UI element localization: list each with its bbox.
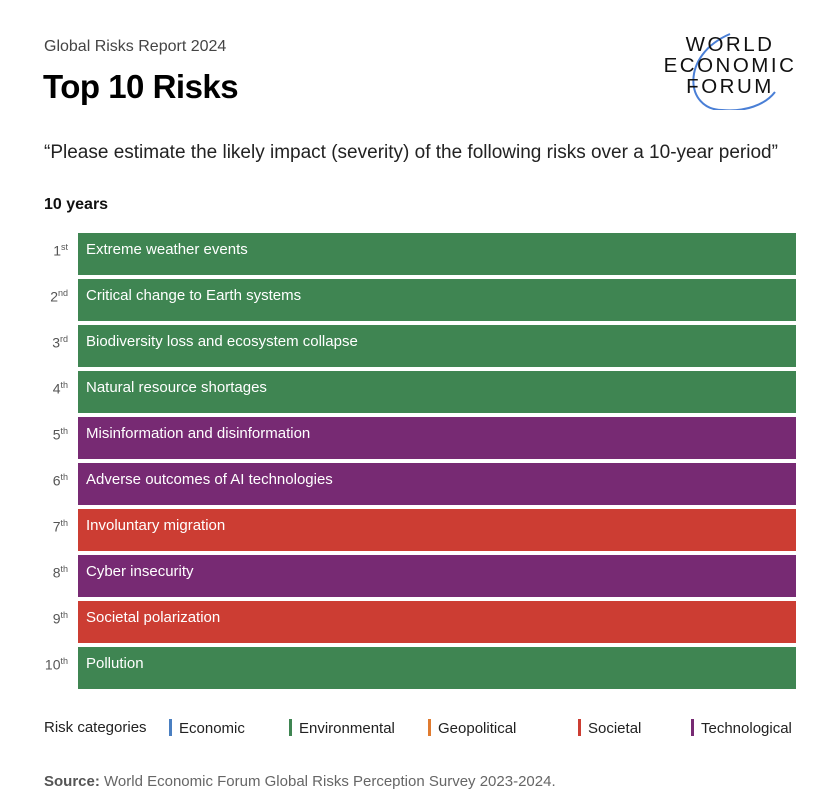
risk-label: Extreme weather events	[86, 241, 248, 258]
legend-label: Environmental	[299, 720, 395, 737]
rank-suffix: th	[60, 656, 68, 666]
risk-bar	[78, 647, 796, 689]
legend-item-technological: Technological	[691, 719, 792, 737]
legend-title: Risk categories	[44, 719, 147, 736]
legend-label: Geopolitical	[438, 720, 517, 737]
risk-row: 10th Pollution	[0, 647, 840, 689]
rank-suffix: th	[60, 472, 68, 482]
risk-label: Misinformation and disinformation	[86, 425, 311, 442]
rank-number: 7	[52, 518, 61, 535]
legend-item-environmental: Environmental	[289, 719, 395, 737]
risk-bar	[78, 279, 796, 321]
risk-label: Natural resource shortages	[86, 379, 267, 396]
rank-suffix: rd	[59, 334, 68, 344]
rank-suffix: th	[60, 518, 68, 528]
wef-logo: WORLD ECONOMIC FORUM	[660, 30, 810, 110]
legend-label: Societal	[588, 720, 642, 737]
rank-suffix: st	[60, 242, 68, 252]
risk-bar	[78, 233, 796, 275]
rank-suffix: th	[60, 380, 68, 390]
supertitle: Global Risks Report 2024	[44, 38, 227, 55]
rank-number: 2	[50, 288, 58, 305]
risk-label: Societal polarization	[86, 609, 221, 626]
legend-swatch	[289, 719, 292, 736]
rank-label: 3rd	[40, 334, 68, 351]
rank-number: 5	[52, 426, 61, 443]
legend-label: Economic	[179, 720, 245, 737]
risk-bar	[78, 509, 796, 551]
rank-number: 9	[52, 610, 61, 627]
rank-suffix: th	[60, 564, 68, 574]
risk-row: 7th Involuntary migration	[0, 509, 840, 551]
rank-label: 1st	[40, 242, 68, 259]
risk-bar	[78, 417, 796, 459]
source-label: Source:	[44, 773, 100, 790]
risk-label: Cyber insecurity	[86, 563, 194, 580]
legend-swatch	[428, 719, 431, 736]
risk-bar	[78, 325, 796, 367]
rank-label: 9th	[40, 610, 68, 627]
risk-bar	[78, 371, 796, 413]
legend-item-societal: Societal	[578, 719, 641, 737]
rank-number: 1	[53, 242, 61, 259]
logo-line-1: WORLD	[685, 33, 775, 56]
risk-row: 1st Extreme weather events	[0, 233, 840, 275]
logo-arc-icon	[692, 33, 776, 110]
risk-label: Adverse outcomes of AI technologies	[86, 471, 333, 488]
risk-row: 3rd Biodiversity loss and ecosystem colla…	[0, 325, 840, 367]
risk-bar	[78, 555, 796, 597]
rank-number: 4	[52, 380, 61, 397]
rank-number: 10	[44, 656, 61, 673]
legend-item-geopolitical: Geopolitical	[428, 719, 516, 737]
risk-row: 8th Cyber insecurity	[0, 555, 840, 597]
rank-label: 5th	[40, 426, 68, 443]
source-note: Source: World Economic Forum Global Risk…	[44, 773, 556, 790]
logo-line-2: ECONOMIC	[663, 54, 797, 77]
risk-bar	[78, 601, 796, 643]
risk-label: Critical change to Earth systems	[86, 287, 302, 304]
rank-number: 3	[52, 334, 60, 351]
source-text: World Economic Forum Global Risks Percep…	[104, 773, 556, 790]
rank-label: 6th	[40, 472, 68, 489]
risk-label: Biodiversity loss and ecosystem collapse	[86, 333, 358, 350]
rank-suffix: th	[60, 610, 68, 620]
rank-label: 4th	[40, 380, 68, 397]
risk-row: 6th Adverse outcomes of AI technologies	[0, 463, 840, 505]
risk-row: 2nd Critical change to Earth systems	[0, 279, 840, 321]
legend-swatch	[169, 719, 172, 736]
risk-row: 4th Natural resource shortages	[0, 371, 840, 413]
legend-item-economic: Economic	[169, 719, 245, 737]
risk-label: Involuntary migration	[86, 517, 226, 534]
risk-row: 5th Misinformation and disinformation	[0, 417, 840, 459]
legend: Risk categories Economic Environmental Geo…	[44, 719, 804, 739]
legend-swatch	[691, 719, 694, 736]
chart-subtitle: 10 years	[44, 196, 109, 213]
rank-suffix: th	[60, 426, 68, 436]
survey-question: “Please estimate the likely impact (seve…	[44, 142, 778, 163]
rank-label: 7th	[40, 518, 68, 535]
legend-label: Technological	[701, 720, 792, 737]
rank-label: 8th	[40, 564, 68, 581]
rank-label: 2nd	[40, 288, 68, 305]
rank-number: 6	[52, 472, 61, 489]
risk-label: Pollution	[86, 655, 144, 672]
rank-label: 10th	[40, 656, 68, 673]
page-title: Top 10 Risks	[43, 68, 239, 105]
risk-row: 9th Societal polarization	[0, 601, 840, 643]
logo-line-3: FORUM	[686, 75, 774, 98]
legend-swatch	[578, 719, 581, 736]
rank-suffix: nd	[57, 288, 68, 298]
risk-bar	[78, 463, 796, 505]
rank-number: 8	[52, 564, 61, 581]
